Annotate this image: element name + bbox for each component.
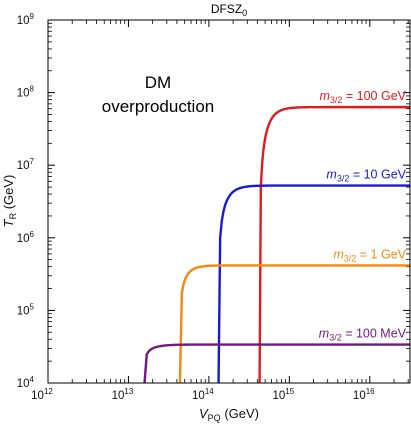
y-tick-label: 109	[17, 12, 35, 27]
series-line-1	[258, 105, 410, 384]
axis-ticks	[47, 19, 410, 384]
annotation-line-1: DM	[145, 73, 171, 92]
series-label-4: m3/2 = 100 MeV	[319, 327, 407, 343]
x-axis-label: VPQ (GeV)	[199, 406, 259, 423]
series-label-3: m3/2 = 1 GeV	[333, 247, 406, 263]
y-tick-labels: 104 105 106 107 108 109	[17, 12, 35, 390]
plot-frame	[47, 19, 411, 384]
series-line-3	[178, 264, 410, 384]
annotation: DM overproduction	[102, 73, 214, 116]
x-tick-label: 1013	[112, 387, 134, 402]
x-tick-labels: 1012 1013 1014 1015 1016	[31, 387, 375, 402]
series-lines	[143, 105, 410, 384]
series-label-2: m3/2 = 10 GeV	[326, 168, 406, 184]
series-label-1: m3/2 = 100 GeV	[319, 89, 406, 105]
y-tick-label: 106	[17, 230, 35, 245]
y-axis-label: TR (GeV)	[1, 175, 18, 228]
series-line-2	[217, 184, 410, 384]
x-tick-label: 1012	[31, 387, 53, 402]
x-tick-label: 1014	[192, 387, 214, 402]
chart-title: DFSZ0	[211, 2, 247, 18]
series-labels: m3/2 = 100 GeV m3/2 = 10 GeV m3/2 = 1 GeV m…	[319, 89, 407, 342]
y-tick-label: 107	[17, 157, 35, 172]
x-tick-label: 1016	[353, 387, 375, 402]
y-tick-label: 108	[17, 85, 35, 100]
y-tick-label: 105	[17, 302, 35, 317]
x-tick-label: 1015	[272, 387, 294, 402]
y-tick-label: 104	[17, 375, 35, 390]
series-line-4	[143, 343, 410, 384]
annotation-line-2: overproduction	[102, 97, 214, 116]
